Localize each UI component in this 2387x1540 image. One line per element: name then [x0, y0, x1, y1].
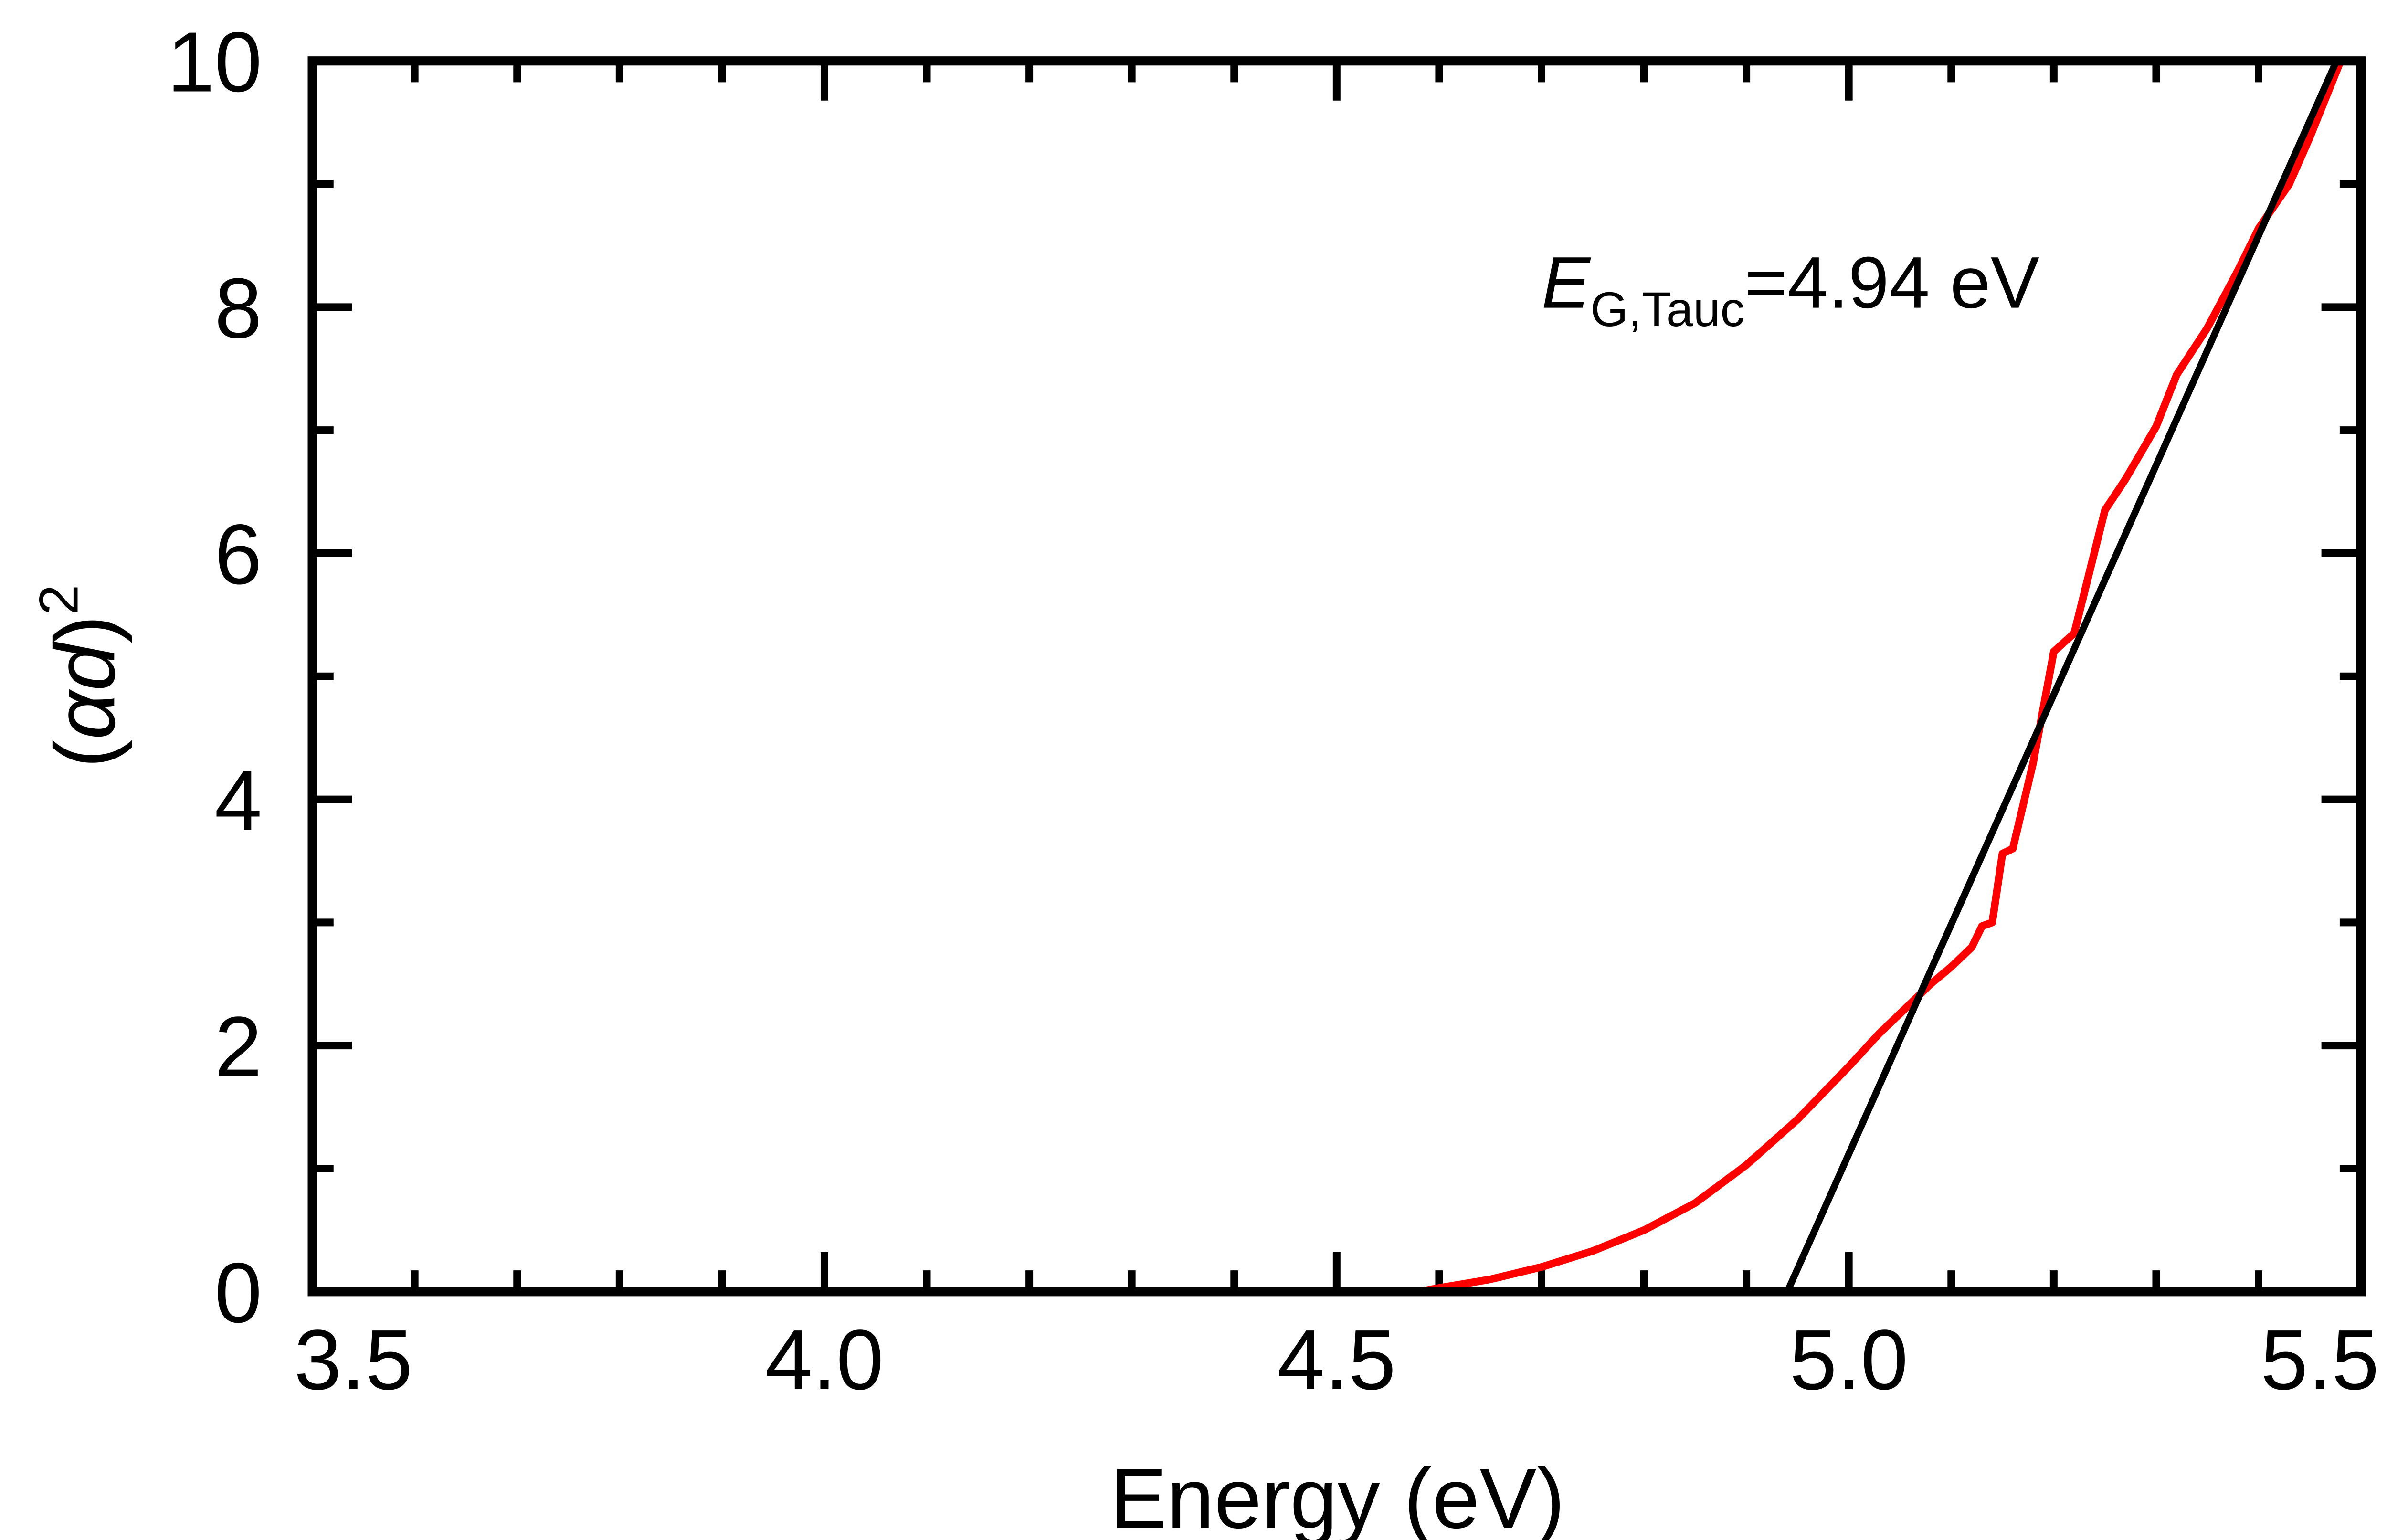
- x-tick-labels: 3.5 4.0 4.5 5.0 5.5: [294, 1312, 2379, 1407]
- plot-series: [312, 59, 2345, 1296]
- y-tick-labels: 0 2 4 6 8 10: [167, 14, 262, 1340]
- tauc-data-line: [312, 59, 2345, 1296]
- y-tick-label: 4: [214, 752, 262, 848]
- x-tick-label: 5.0: [1790, 1312, 1908, 1407]
- y-tick-label: 8: [214, 260, 262, 356]
- axis-ticks: [308, 57, 2365, 1296]
- bandgap-annotation: EG,Tauc=4.94 eV: [1542, 242, 2039, 337]
- x-tick-label: 5.5: [2260, 1312, 2379, 1407]
- x-axis-label: Energy (eV): [1110, 1450, 1565, 1540]
- y-tick-label: 2: [214, 999, 262, 1094]
- plot-frame: [307, 56, 2366, 1297]
- y-tick-label: 0: [214, 1245, 262, 1340]
- x-tick-label: 4.5: [1278, 1312, 1396, 1407]
- x-tick-label: 3.5: [294, 1312, 412, 1407]
- y-tick-label: 10: [167, 14, 262, 110]
- linear-fit-line: [1784, 59, 2340, 1293]
- y-axis-label: (αd)2: [29, 585, 133, 768]
- y-tick-label: 6: [214, 506, 262, 602]
- x-tick-label: 4.0: [765, 1312, 884, 1407]
